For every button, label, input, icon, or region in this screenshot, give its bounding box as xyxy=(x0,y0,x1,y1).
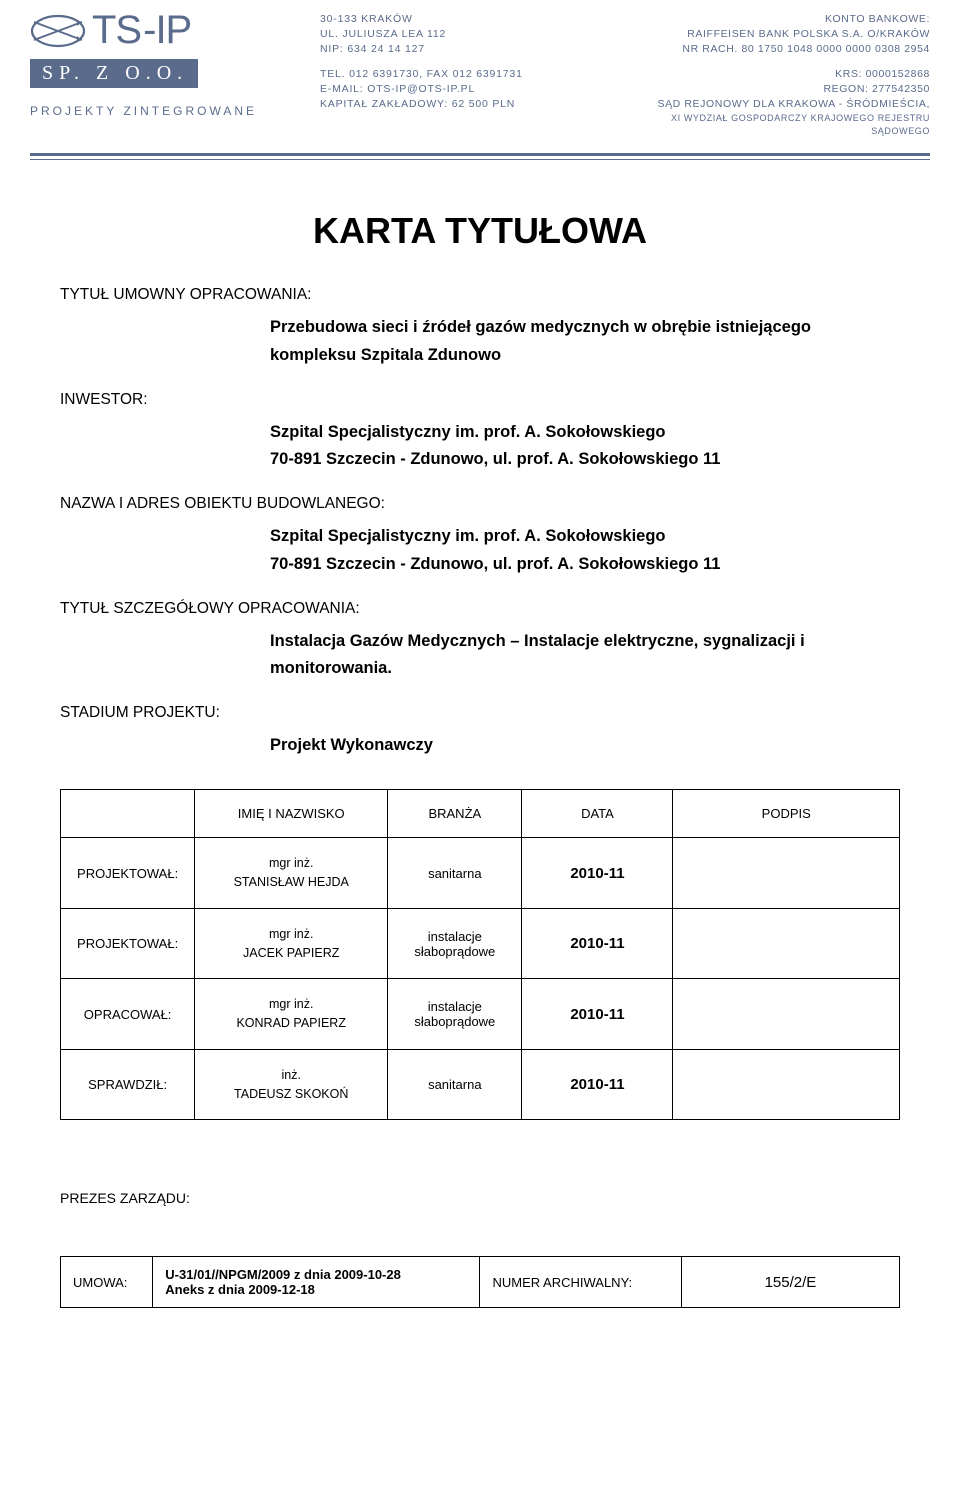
cell-date: 2010-11 xyxy=(522,838,673,909)
cell-date: 2010-11 xyxy=(522,908,673,979)
company-address: 30-133 KRAKÓW UL. JULIUSZA LEA 112 NIP: … xyxy=(320,8,600,121)
cell-name: mgr inż.KONRAD PAPIERZ xyxy=(195,979,388,1050)
cell-signature xyxy=(673,838,900,909)
cell-branch: instalacjesłaboprądowe xyxy=(388,979,522,1050)
cell-signature xyxy=(673,1049,900,1120)
field: NAZWA I ADRES OBIEKTU BUDOWLANEGO: Szpita… xyxy=(60,495,900,577)
logo-block: TS-IP SP. Z O.O. PROJEKTY ZINTEGROWANE xyxy=(30,8,300,118)
addr-line: NIP: 634 24 14 127 xyxy=(320,42,600,57)
fields-section: TYTUŁ UMOWNY OPRACOWANIA: Przebudowa siec… xyxy=(60,286,900,759)
table-row: SPRAWDZIŁ:inż.TADEUSZ SKOKOŃsanitarna201… xyxy=(61,1049,900,1120)
field: STADIUM PROJEKTU: Projekt Wykonawczy xyxy=(60,704,900,759)
logo-subtitle: SP. Z O.O. xyxy=(30,59,198,88)
th-sign: PODPIS xyxy=(673,790,900,838)
logo-text-1: TS xyxy=(92,8,141,53)
footer-row: UMOWA: U-31/01//NPGM/2009 z dnia 2009-10… xyxy=(61,1257,900,1308)
contract-value: U-31/01//NPGM/2009 z dnia 2009-10-28Anek… xyxy=(153,1257,480,1308)
field-label: NAZWA I ADRES OBIEKTU BUDOWLANEGO: xyxy=(60,495,900,513)
cell-branch: sanitarna xyxy=(388,1049,522,1120)
document-body: KARTA TYTUŁOWA TYTUŁ UMOWNY OPRACOWANIA:… xyxy=(0,160,960,1120)
field: TYTUŁ SZCZEGÓŁOWY OPRACOWANIA: Instalacja… xyxy=(60,600,900,682)
signers-table: IMIĘ I NAZWISKO BRANŻA DATA PODPIS PROJE… xyxy=(60,789,900,1120)
th-role xyxy=(61,790,195,838)
field-label: TYTUŁ SZCZEGÓŁOWY OPRACOWANIA: xyxy=(60,600,900,618)
cell-date: 2010-11 xyxy=(522,1049,673,1120)
addr-line: TEL. 012 6391730, FAX 012 6391731 xyxy=(320,67,600,82)
logo-text: TS-IP xyxy=(92,8,191,53)
table-row: OPRACOWAŁ:mgr inż.KONRAD PAPIERZinstalac… xyxy=(61,979,900,1050)
logo-icon xyxy=(30,12,86,50)
bank-line: RAIFFEISEN BANK POLSKA S.A. O/KRAKÓW xyxy=(620,27,930,42)
th-branch: BRANŻA xyxy=(388,790,522,838)
field: INWESTOR: Szpital Specjalistyczny im. pro… xyxy=(60,391,900,473)
archno-label: NUMER ARCHIWALNY: xyxy=(480,1257,681,1308)
company-bank-reg: KONTO BANKOWE: RAIFFEISEN BANK POLSKA S.… xyxy=(620,8,930,147)
field-value: Szpital Specjalistyczny im. prof. A. Sok… xyxy=(60,523,900,577)
cell-role: SPRAWDZIŁ: xyxy=(61,1049,195,1120)
contract-label: UMOWA: xyxy=(61,1257,153,1308)
cell-signature xyxy=(673,908,900,979)
cell-name: inż.TADEUSZ SKOKOŃ xyxy=(195,1049,388,1120)
field-label: TYTUŁ UMOWNY OPRACOWANIA: xyxy=(60,286,900,304)
reg-line: REGON: 277542350 xyxy=(620,82,930,97)
cell-role: PROJEKTOWAŁ: xyxy=(61,908,195,979)
cell-role: OPRACOWAŁ: xyxy=(61,979,195,1050)
table-header-row: IMIĘ I NAZWISKO BRANŻA DATA PODPIS xyxy=(61,790,900,838)
table-row: PROJEKTOWAŁ:mgr inż.JACEK PAPIERZinstala… xyxy=(61,908,900,979)
bank-line: NR RACH. 80 1750 1048 0000 0000 0308 295… xyxy=(620,42,930,57)
field-value: Projekt Wykonawczy xyxy=(60,732,900,759)
field-label: INWESTOR: xyxy=(60,391,900,409)
field-value: Instalacja Gazów Medycznych – Instalacje… xyxy=(60,628,900,682)
cell-name: mgr inż.JACEK PAPIERZ xyxy=(195,908,388,979)
field: TYTUŁ UMOWNY OPRACOWANIA: Przebudowa siec… xyxy=(60,286,900,368)
logo: TS-IP xyxy=(30,8,300,53)
footer-table: UMOWA: U-31/01//NPGM/2009 z dnia 2009-10… xyxy=(60,1256,900,1308)
field-value: Szpital Specjalistyczny im. prof. A. Sok… xyxy=(60,419,900,473)
cell-name: mgr inż.STANISŁAW HEJDA xyxy=(195,838,388,909)
field-label: STADIUM PROJEKTU: xyxy=(60,704,900,722)
letterhead: TS-IP SP. Z O.O. PROJEKTY ZINTEGROWANE 3… xyxy=(0,0,960,151)
table-row: PROJEKTOWAŁ:mgr inż.STANISŁAW HEJDAsanit… xyxy=(61,838,900,909)
cell-signature xyxy=(673,979,900,1050)
cell-date: 2010-11 xyxy=(522,979,673,1050)
th-name: IMIĘ I NAZWISKO xyxy=(195,790,388,838)
addr-line: KAPITAŁ ZAKŁADOWY: 62 500 PLN xyxy=(320,97,600,112)
addr-line: 30-133 KRAKÓW xyxy=(320,12,600,27)
logo-tagline: PROJEKTY ZINTEGROWANE xyxy=(30,104,300,118)
page-title: KARTA TYTUŁOWA xyxy=(60,210,900,252)
cell-branch: instalacjesłaboprądowe xyxy=(388,908,522,979)
addr-line: UL. JULIUSZA LEA 112 xyxy=(320,27,600,42)
reg-line: XI WYDZIAŁ GOSPODARCZY KRAJOWEGO REJESTR… xyxy=(620,112,930,138)
reg-line: KRS: 0000152868 xyxy=(620,67,930,82)
reg-line: SĄD REJONOWY DLA KRAKOWA - ŚRÓDMIEŚCIA, xyxy=(620,97,930,112)
th-date: DATA xyxy=(522,790,673,838)
field-value: Przebudowa sieci i źródeł gazów medyczny… xyxy=(60,314,900,368)
cell-role: PROJEKTOWAŁ: xyxy=(61,838,195,909)
president-label: PREZES ZARZĄDU: xyxy=(60,1190,960,1206)
bank-line: KONTO BANKOWE: xyxy=(620,12,930,27)
divider-thick xyxy=(30,153,930,156)
archno-value: 155/2/E xyxy=(681,1257,899,1308)
addr-line: E-MAIL: OTS-IP@OTS-IP.PL xyxy=(320,82,600,97)
logo-text-2: -IP xyxy=(143,8,191,53)
cell-branch: sanitarna xyxy=(388,838,522,909)
